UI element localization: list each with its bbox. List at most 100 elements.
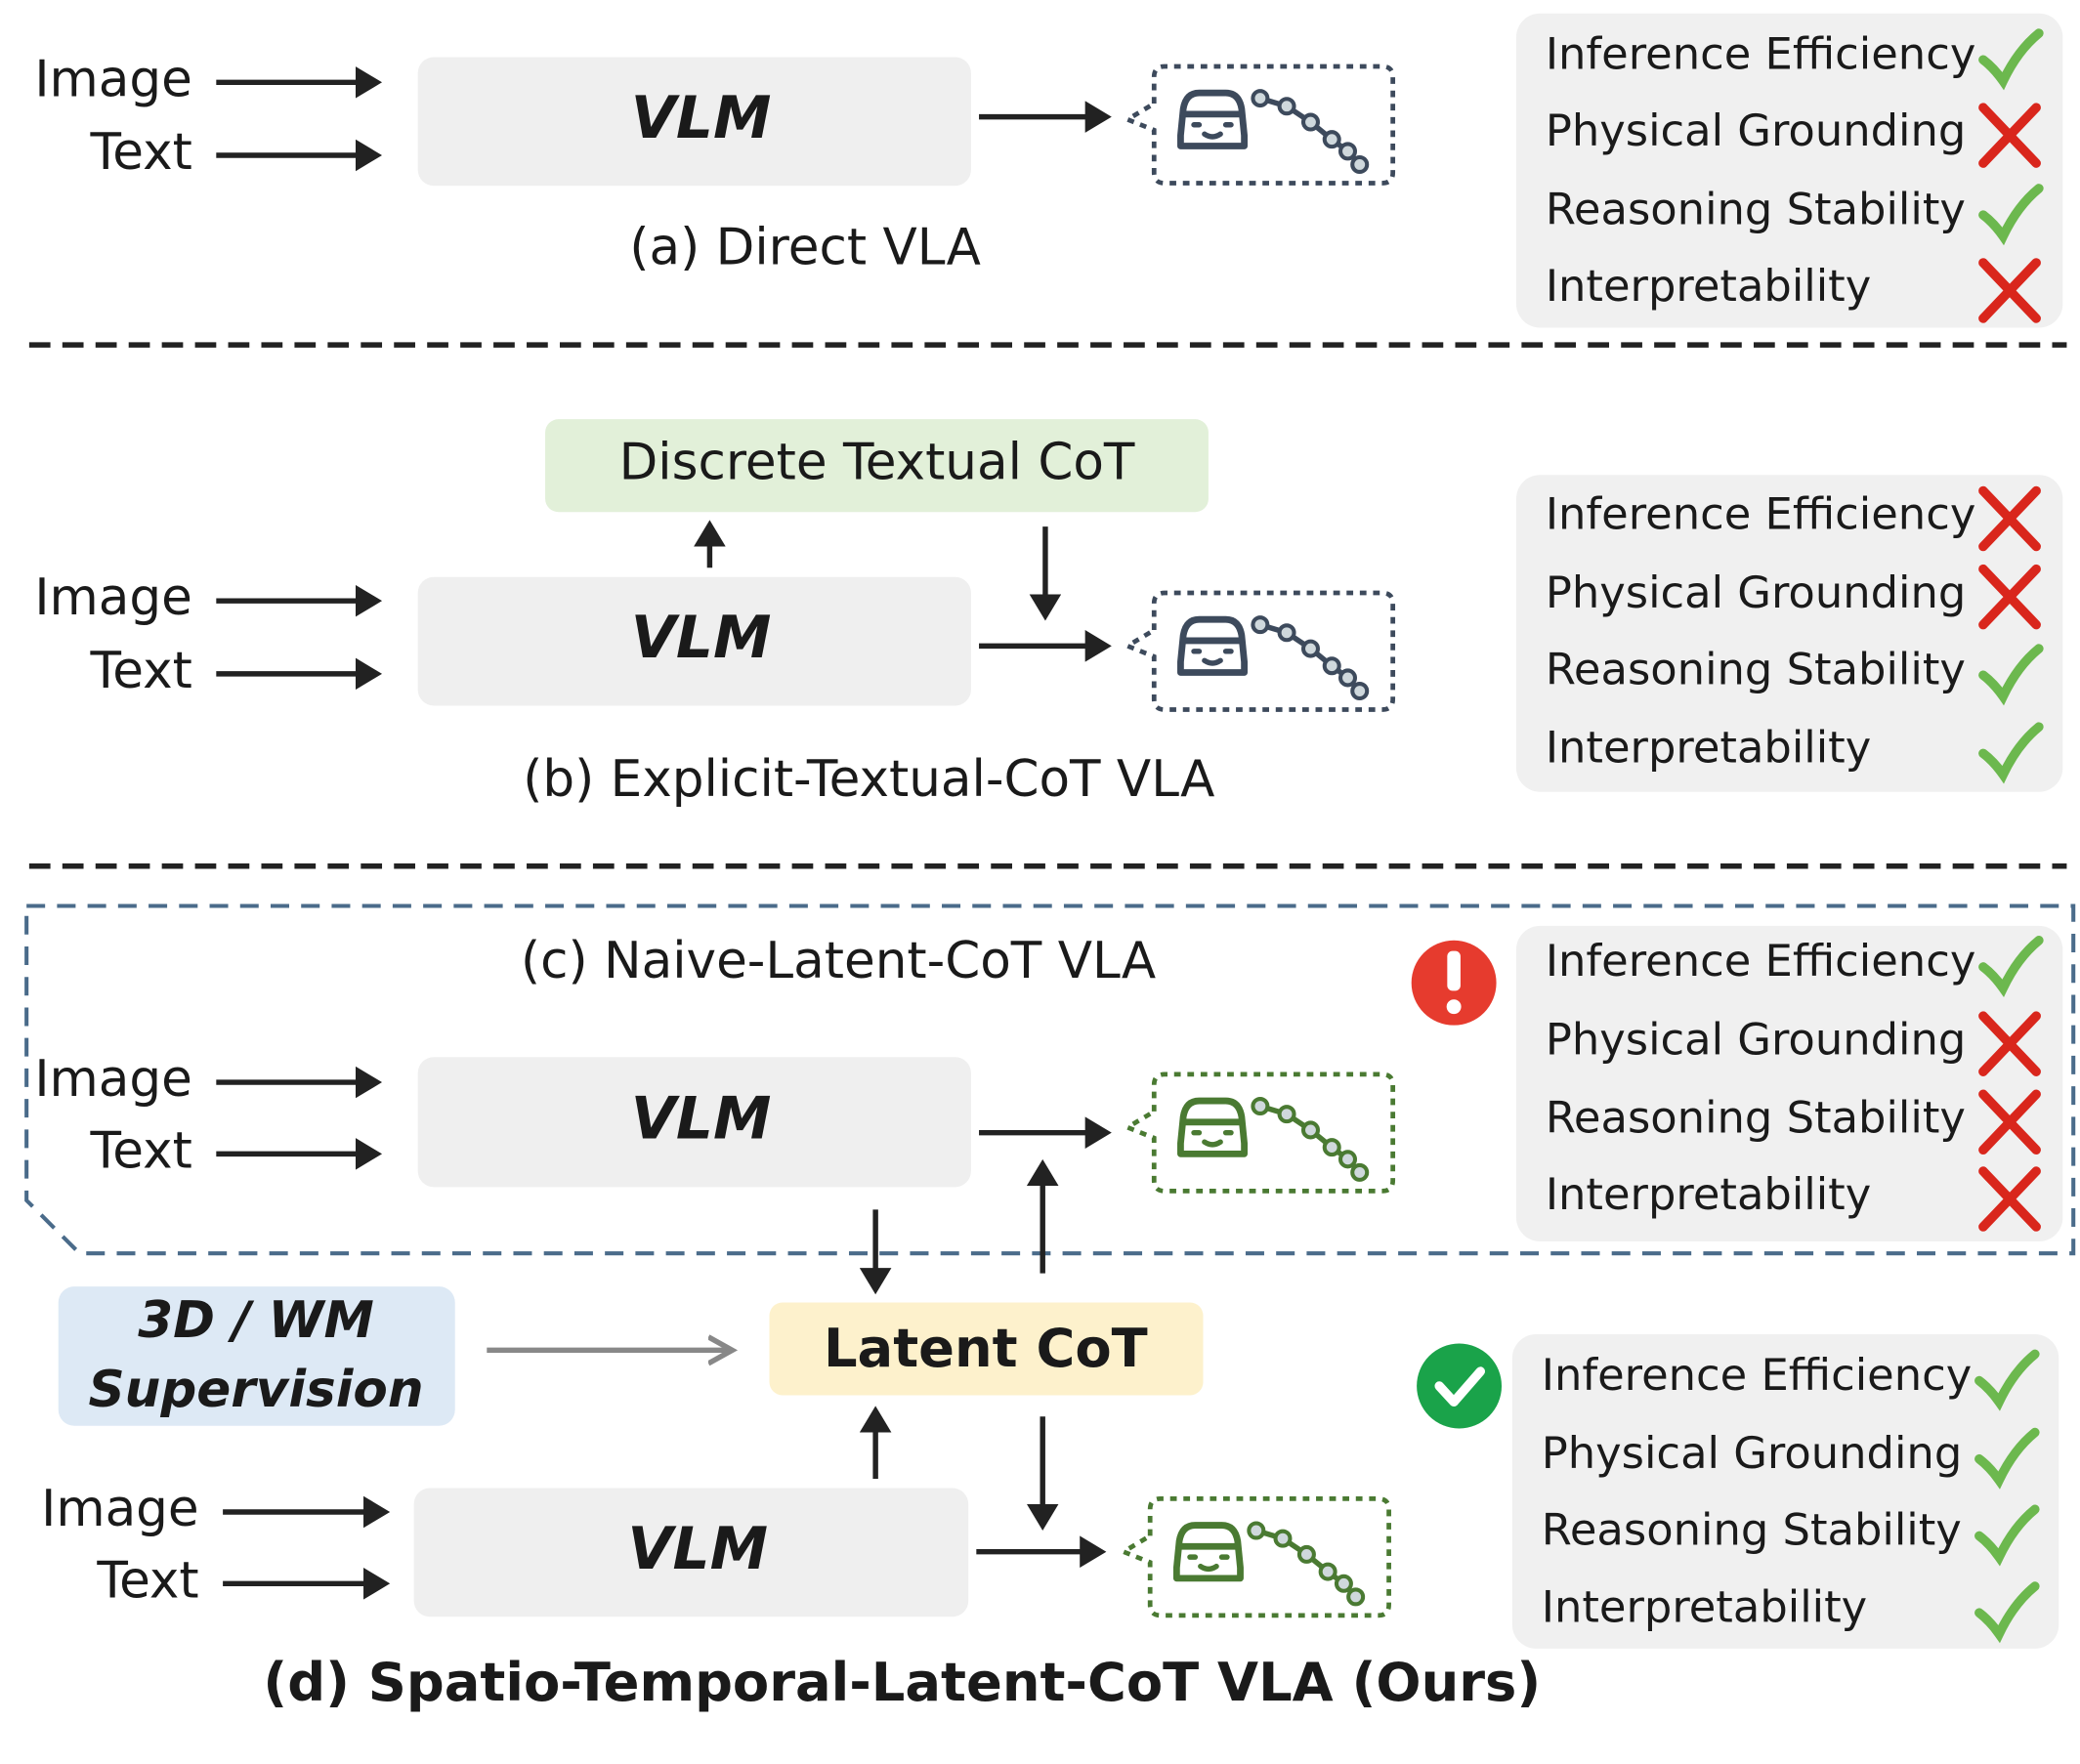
trajectory-point [1338, 668, 1358, 688]
property-label: Inference Efficiency [1546, 935, 1976, 987]
trajectory-point [1350, 682, 1370, 701]
cross-icon [1978, 485, 2041, 552]
trajectory-point [1277, 1105, 1296, 1124]
property-label: Physical Grounding [1546, 1013, 1967, 1065]
property-label: Inference Efficiency [1546, 27, 1976, 79]
naive-region [24, 903, 2076, 1256]
car-icon [1177, 615, 1248, 676]
check-icon [1974, 1427, 2040, 1490]
trajectory-point [1247, 1521, 1266, 1540]
success-icon [1417, 1343, 1503, 1429]
cot-label: Discrete Textual CoT [619, 434, 1135, 492]
property-label: Reasoning Stability [1546, 183, 1966, 234]
success-icon-mark [1434, 1366, 1486, 1407]
trajectory-point [1296, 1544, 1316, 1564]
input-label: Text [96, 1551, 198, 1610]
check-icon [1978, 644, 2044, 706]
trajectory-point [1322, 130, 1341, 149]
trajectory-point [1338, 1150, 1358, 1169]
vlm-label: VLM [627, 1516, 768, 1583]
check-icon [1978, 936, 2044, 998]
latent-cot-box [769, 1302, 1204, 1396]
trajectory-point [1334, 1574, 1353, 1593]
car-face [1187, 1554, 1230, 1573]
input-label: Text [90, 1121, 192, 1180]
car-icon [1177, 89, 1248, 149]
trajectory-box [1122, 1071, 1396, 1194]
property-label: Physical Grounding [1546, 105, 1967, 156]
cross-icon [1978, 1166, 2041, 1232]
trajectory-point [1277, 623, 1296, 643]
input-label: Image [34, 568, 192, 627]
cross-icon [1978, 103, 2041, 168]
cross-icon [1978, 1089, 2041, 1155]
caption: (d) Spatio-Temporal-Latent-CoT VLA (Ours… [263, 1652, 1541, 1713]
property-label: Inference Efficiency [1546, 488, 1976, 540]
vlm-box [417, 1057, 971, 1188]
property-label: Interpretability [1546, 1168, 1871, 1220]
property-label: Interpretability [1546, 722, 1871, 774]
input-label: Text [90, 642, 192, 700]
properties-box [1515, 13, 2063, 328]
check-icon [1978, 184, 2044, 246]
properties-box [1515, 925, 2063, 1241]
trajectory-point [1322, 656, 1341, 676]
cot-box [545, 419, 1209, 513]
warning-icon-dot [1446, 999, 1462, 1015]
vlm-box [413, 1488, 969, 1617]
supervision-label: 3D / WM [138, 1291, 374, 1350]
property-label: Interpretability [1546, 260, 1871, 312]
trajectory-point [1300, 112, 1320, 132]
check-icon [1974, 1504, 2040, 1567]
property-label: Reasoning Stability [1542, 1504, 1962, 1556]
check-icon [1974, 1349, 2040, 1411]
property-label: Physical Grounding [1542, 1427, 1963, 1479]
trajectory-point [1300, 1120, 1320, 1140]
property-label: Reasoning Stability [1546, 644, 1966, 695]
property-label: Reasoning Stability [1546, 1091, 1966, 1143]
vlm-box [417, 57, 971, 187]
vlm-label: VLM [631, 605, 772, 672]
trajectory-point [1273, 1529, 1293, 1548]
check-icon [1978, 28, 2044, 91]
supervision-label: Supervision [89, 1361, 424, 1419]
cross-icon [1978, 258, 2041, 323]
property-label: Inference Efficiency [1542, 1349, 1973, 1401]
input-label: Text [90, 123, 192, 182]
caption: (c) Naive-Latent-CoT VLA [521, 932, 1156, 990]
trajectory-point [1277, 97, 1296, 116]
input-label: Image [34, 50, 192, 108]
check-icon [1978, 722, 2044, 784]
supervision-box [58, 1286, 455, 1426]
caption: (b) Explicit-Textual-CoT VLA [523, 750, 1214, 809]
trajectory-box [1122, 590, 1396, 712]
cross-icon [1978, 1011, 2041, 1076]
cross-icon [1978, 564, 2041, 630]
car-face [1191, 1129, 1234, 1148]
check-icon [1974, 1581, 2040, 1644]
trajectory-point [1251, 1096, 1270, 1116]
property-label: Physical Grounding [1546, 567, 1967, 618]
warning-icon-mark [1447, 950, 1461, 991]
input-label: Image [34, 1050, 192, 1109]
trajectory-point [1346, 1587, 1366, 1607]
car-icon [1177, 1097, 1248, 1157]
trajectory-point [1338, 142, 1358, 161]
properties-box [1511, 1334, 2059, 1649]
car-face [1191, 649, 1234, 666]
trajectory-point [1251, 615, 1270, 635]
latent-cot-label: Latent CoT [824, 1318, 1148, 1379]
trajectory-point [1251, 89, 1270, 108]
vlm-box [417, 576, 971, 706]
properties-box [1515, 475, 2063, 792]
car-face [1191, 122, 1234, 140]
property-label: Interpretability [1542, 1580, 1867, 1632]
vlm-label: VLM [631, 85, 772, 152]
trajectory-box [1122, 63, 1396, 186]
trajectory-point [1350, 154, 1370, 174]
car-icon [1172, 1522, 1244, 1582]
caption: (a) Direct VLA [629, 219, 981, 277]
trajectory-box [1118, 1496, 1391, 1618]
